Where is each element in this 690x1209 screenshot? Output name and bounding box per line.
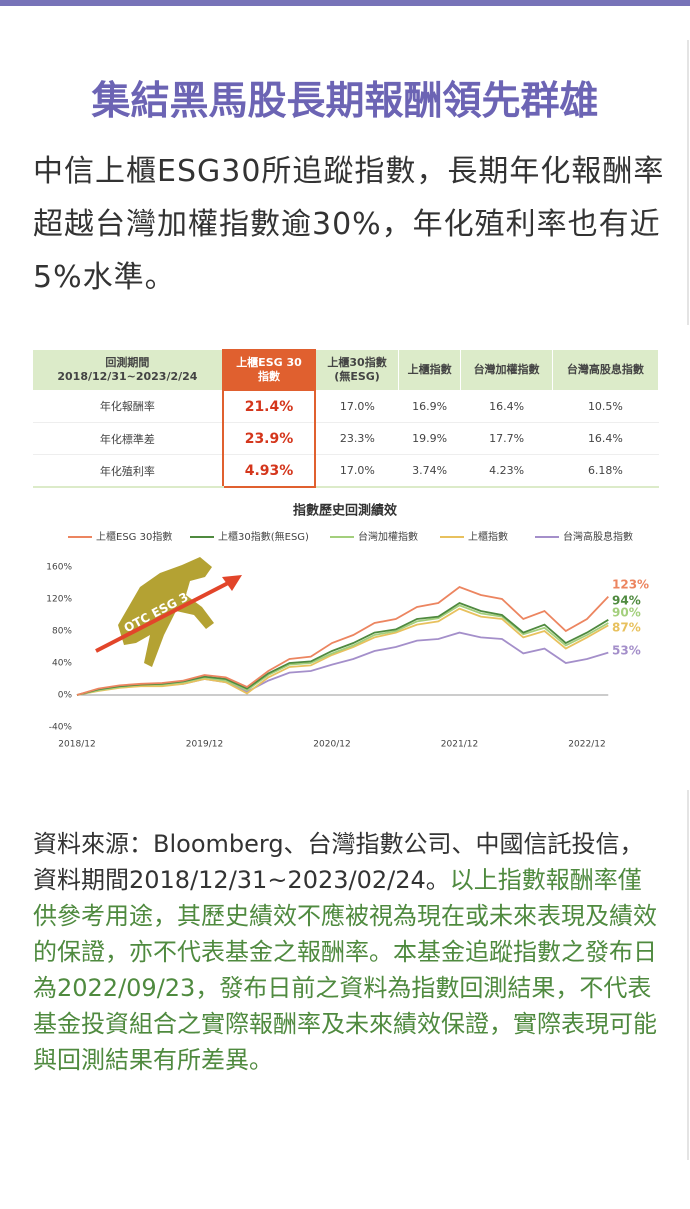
legend-label: 上櫃指數 [468, 530, 508, 543]
x-tick-label: 2018/12 [58, 740, 95, 750]
header-text: (無ESG) [334, 370, 380, 383]
table-header: 回測期間 2018/12/31~2023/2/24 上櫃ESG 30 指數 上櫃30指數… [33, 349, 660, 391]
legend-label: 上櫃30指數(無ESG) [218, 530, 309, 543]
intro-text: 中信上櫃ESG30所追蹤指數，長期年化報酬率超越台灣加權指數逾30%，年化殖利率… [33, 154, 665, 295]
header-text: 台灣加權指數 [473, 363, 540, 376]
cell: 23.9% [221, 422, 317, 455]
header-cell: 台灣高股息指數 [552, 350, 660, 390]
x-tick-label: 2021/12 [441, 740, 478, 750]
cell: 23.3% [315, 422, 399, 455]
top-bar [0, 0, 690, 6]
series-line [76, 585, 609, 696]
table-row: 年化殖利率 4.93% 17.0% 3.74% 4.23% 6.18% [33, 454, 659, 488]
x-tick-label: 2019/12 [186, 740, 223, 750]
row-label: 年化殖利率 [33, 454, 223, 488]
series-line [76, 607, 609, 696]
legend-label: 上櫃ESG 30指數 [96, 530, 172, 543]
y-tick-label: 80% [52, 627, 72, 637]
cell: 16.4% [552, 422, 659, 455]
cell: 16.9% [398, 390, 461, 423]
table-row: 年化報酬率 21.4% 17.0% 16.9% 16.4% 10.5% [33, 390, 659, 423]
header-cell: 回測期間 2018/12/31~2023/2/24 [33, 350, 224, 390]
header-cell: 上櫃ESG 30 指數 [221, 349, 317, 391]
y-tick-label: -40% [49, 723, 73, 733]
chart: 指數歷史回測績效 -40% 0% 40% 80% 120% 160% 2018/12 2019… [46, 503, 649, 750]
header-cell: 上櫃30指數 (無ESG) [315, 350, 399, 390]
y-tick-label: 0% [58, 691, 73, 701]
header-text: 2018/12/31~2023/2/24 [57, 370, 198, 383]
header-text: 回測期間 [105, 356, 150, 369]
logo-horse [118, 557, 214, 667]
cell: 6.18% [552, 454, 659, 488]
edge-line [687, 40, 689, 325]
source-notice: 以上指數報酬率僅供參考用途，其歷史績效不應被視為現在或未來表現及績效的保證，亦不… [33, 866, 657, 1074]
x-tick-label: 2020/12 [313, 740, 350, 750]
end-label: 123% [612, 578, 649, 592]
cell: 10.5% [552, 390, 659, 423]
header-text: 上櫃30指數 [327, 356, 387, 369]
legend-label: 台灣加權指數 [358, 530, 418, 543]
row-label: 年化標準差 [33, 422, 223, 455]
end-label: 87% [612, 621, 641, 635]
edge-line [687, 790, 689, 1160]
cell: 21.4% [221, 390, 317, 423]
header-cell: 台灣加權指數 [460, 350, 553, 390]
header-text: 上櫃ESG 30 [236, 356, 302, 369]
y-tick-label: 120% [46, 595, 72, 605]
header-text: 台灣高股息指數 [566, 363, 644, 376]
end-label: 90% [612, 606, 641, 620]
header-cell: 上櫃指數 [398, 350, 462, 390]
chart-title: 指數歷史回測績效 [293, 503, 398, 519]
cell: 17.0% [315, 454, 399, 488]
row-label: 年化報酬率 [33, 390, 223, 423]
cell: 3.74% [398, 454, 461, 488]
source-note: 資料來源：Bloomberg、台灣指數公司、中國信託投信，資料期間2018/12… [33, 826, 665, 1078]
cell: 4.93% [221, 454, 317, 488]
y-tick-label: 160% [46, 563, 72, 573]
cell: 19.9% [398, 422, 461, 455]
cell: 16.4% [460, 390, 553, 423]
title: 集結黑馬股長期報酬領先群雄 [91, 79, 599, 124]
header-text: 上櫃指數 [407, 363, 452, 376]
logo-arrowhead [222, 575, 242, 591]
x-tick-label: 2022/12 [568, 740, 605, 750]
logo-arrow [95, 579, 233, 653]
end-label: 94% [612, 594, 641, 608]
logo: OTC ESG 30 [95, 557, 242, 667]
header-text: 指數 [257, 370, 280, 383]
cell: 17.0% [315, 390, 399, 423]
y-tick-label: 40% [52, 659, 72, 669]
table-row: 年化標準差 23.9% 23.3% 19.9% 17.7% 16.4% [33, 422, 659, 455]
legend-label: 台灣高股息指數 [563, 530, 633, 543]
performance-table: 回測期間 2018/12/31~2023/2/24 上櫃ESG 30 指數 上櫃30指數… [33, 349, 660, 488]
cell: 4.23% [460, 454, 553, 488]
end-label: 53% [612, 644, 641, 658]
source-plain: 資料來源：Bloomberg、台灣指數公司、中國信託投信，資料期間2018/12… [33, 830, 644, 894]
cell: 17.7% [460, 422, 553, 455]
